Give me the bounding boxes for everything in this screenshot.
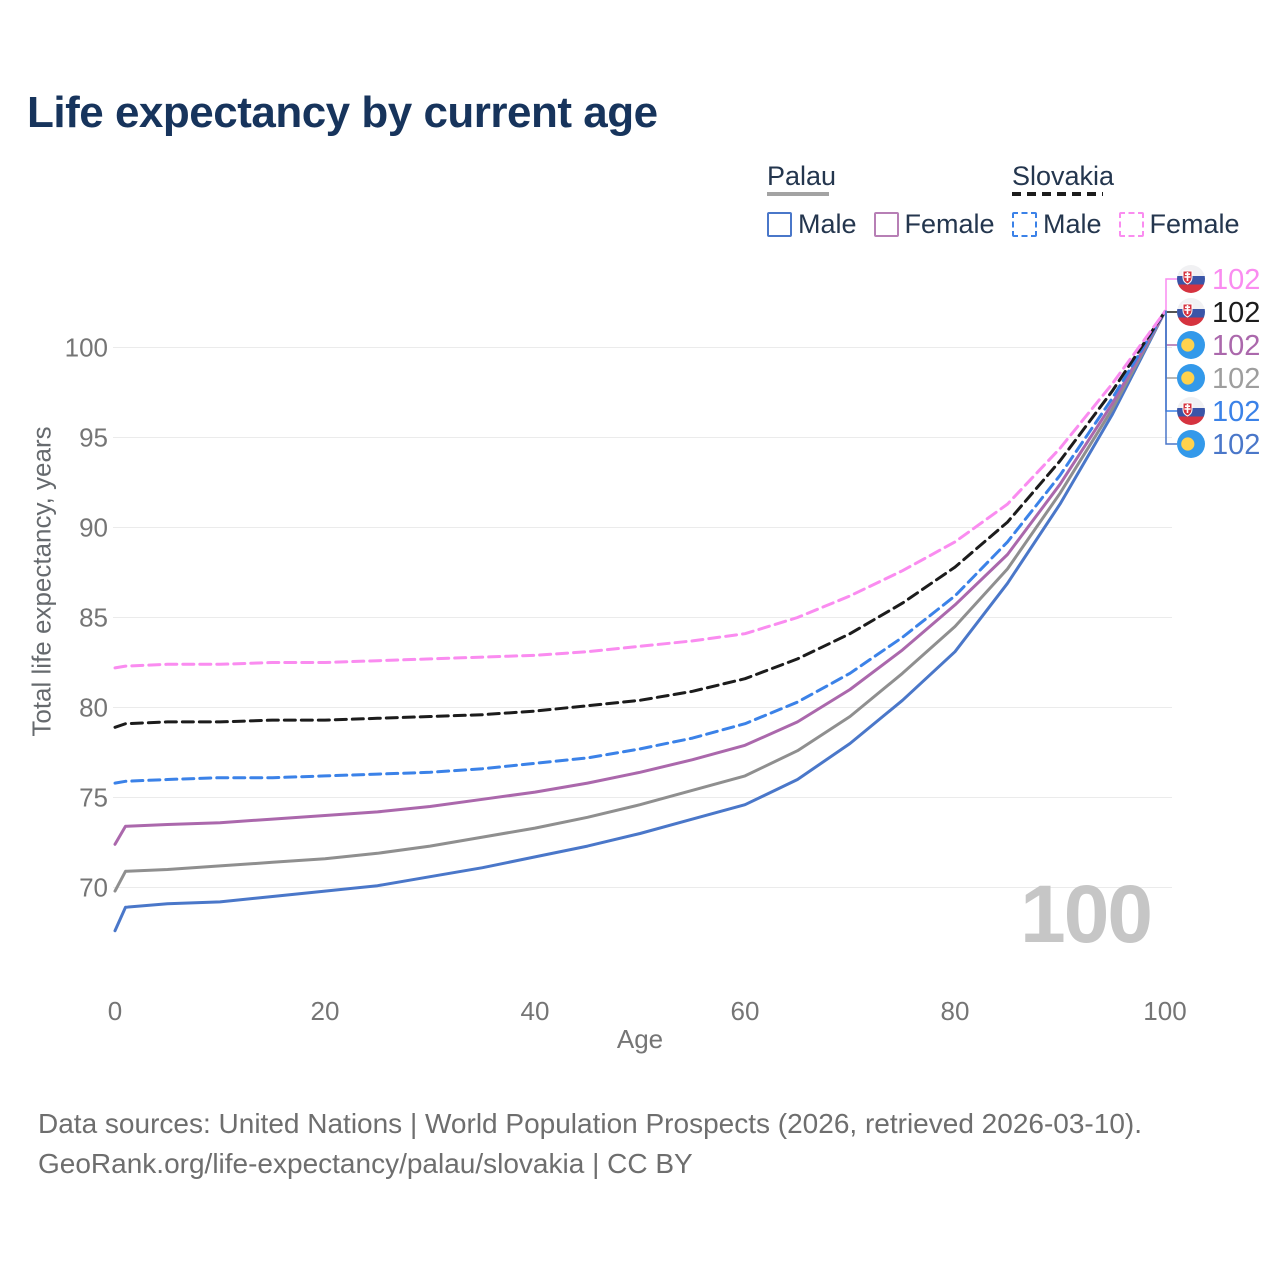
y-tick-label: 80 [79,693,108,723]
end-label-leader-line [1165,278,1177,313]
end-label-leader-line [1165,310,1177,346]
legend-underline-slovakia [1012,192,1103,196]
y-tick-label: 75 [79,783,108,813]
x-axis-title: Age [616,1024,664,1054]
y-axis-title: Total life expectancy, years [26,426,57,737]
end-value-label: 102 [1212,363,1260,395]
series-line-palau-male[interactable] [113,310,1167,933]
data-sources-line: Data sources: United Nations | World Pop… [38,1108,1143,1139]
end-label-leader-line [1165,310,1177,313]
end-label-leader-line [1165,310,1177,412]
end-value-label: 102 [1212,429,1260,461]
x-tick-label: 0 [108,996,122,1026]
y-tick-label: 100 [65,333,108,363]
series-line-slovakia-female[interactable] [113,310,1167,670]
x-tick-label: 40 [521,996,550,1026]
slovakia-flag-icon [1177,265,1205,293]
end-value-label: 102 [1212,264,1260,296]
palau-flag-icon [1177,364,1205,392]
legend-item-slovakia-female[interactable]: Female [1118,209,1240,240]
y-tick-label: 85 [79,603,108,633]
series-line-slovakia-male[interactable] [113,310,1167,785]
legend-item-slovakia-male[interactable]: Male [1012,209,1102,240]
y-tick-label: 95 [79,423,108,453]
legend-item-palau-male[interactable]: Male [767,209,857,240]
legend-label-palau-female: Female [904,209,995,239]
end-value-label: 102 [1212,330,1260,362]
legend-label-slovakia-female: Female [1149,209,1240,239]
x-tick-label: 20 [311,996,340,1026]
x-tick-label: 100 [1143,996,1186,1026]
series-line-palau-both-sexes[interactable] [113,310,1167,893]
series-line-palau-female[interactable] [113,310,1167,846]
end-label-leader-line [1165,310,1177,445]
x-tick-label: 60 [731,996,760,1026]
end-value-label: 102 [1212,297,1260,329]
legend-label-slovakia-male: Male [1043,209,1102,239]
legend-swatch-palau-male[interactable] [767,212,792,237]
y-tick-label: 70 [79,873,108,903]
legend-country-slovakia: Slovakia [1012,161,1115,191]
palau-flag-icon [1177,430,1205,458]
legend-swatch-slovakia-female[interactable] [1118,212,1144,237]
page-title: Life expectancy by current age [27,88,658,137]
legend-underline-palau [767,192,829,196]
age-frame-watermark: 100 [1020,869,1153,960]
legend-group-slovakia: Slovakia Male Female [1012,161,1240,240]
series-line-slovakia-both-sexes[interactable] [113,310,1167,729]
legend-swatch-palau-female[interactable] [873,212,899,237]
slovakia-flag-icon [1177,397,1205,425]
legend-country-palau: Palau [767,161,837,191]
palau-flag-icon [1177,331,1205,359]
slovakia-flag-icon [1177,298,1205,326]
legend-swatch-slovakia-male[interactable] [1012,212,1037,237]
legend-label-palau-male: Male [798,209,857,239]
y-tick-label: 90 [79,513,108,543]
x-tick-label: 80 [941,996,970,1026]
attribution-line: GeoRank.org/life-expectancy/palau/slovak… [38,1148,693,1179]
legend-item-palau-female[interactable]: Female [873,209,995,240]
legend-group-palau: Palau Male Female [767,161,995,240]
end-value-label: 102 [1212,396,1260,428]
